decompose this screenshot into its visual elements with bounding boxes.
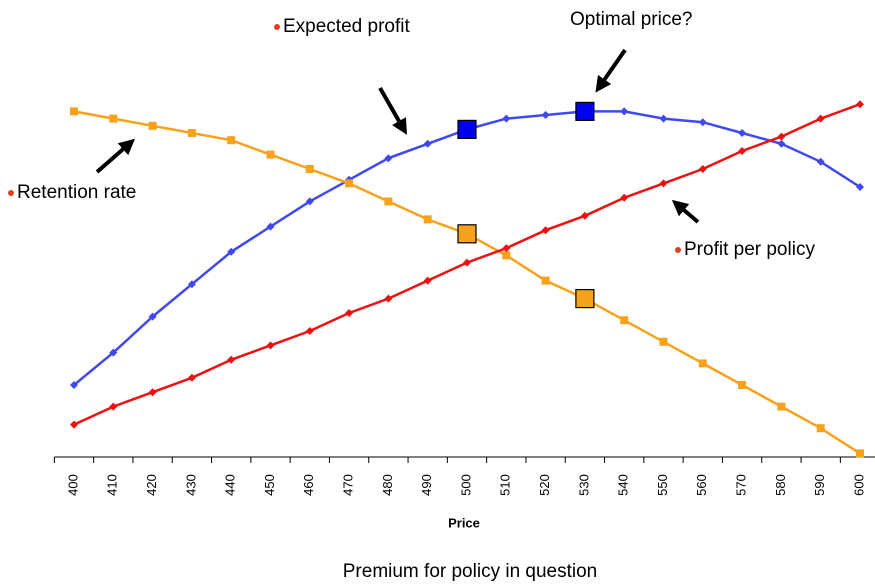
- marker: [227, 136, 236, 145]
- marker: [620, 193, 629, 202]
- marker: [423, 215, 432, 224]
- marker: [777, 132, 786, 141]
- x-tick-label: 510: [498, 474, 513, 496]
- x-tick-label: 600: [851, 474, 866, 496]
- x-tick-label: 450: [262, 474, 277, 496]
- marker: [463, 258, 471, 267]
- marker: [266, 341, 275, 350]
- marker: [187, 129, 196, 137]
- legend-dot: [274, 24, 280, 30]
- highlight-marker: [575, 289, 595, 309]
- highlight-marker: [457, 224, 477, 244]
- highlight-marker: [575, 101, 595, 122]
- marker: [541, 276, 550, 285]
- marker: [266, 150, 275, 159]
- marker: [305, 165, 314, 173]
- marker: [305, 197, 314, 206]
- marker: [384, 294, 393, 303]
- marker: [345, 179, 354, 188]
- marker: [305, 327, 314, 335]
- x-tick-label: 410: [105, 474, 120, 496]
- marker: [502, 251, 511, 260]
- x-tick-label: 430: [183, 474, 198, 496]
- x-tick-label: 480: [380, 474, 395, 496]
- highlight-marker: [457, 119, 477, 140]
- marker: [738, 381, 747, 389]
- x-axis-label: Price: [448, 515, 480, 530]
- marker: [266, 222, 275, 231]
- x-tick-label: 400: [65, 474, 80, 496]
- x-tick-label: 540: [616, 474, 631, 496]
- x-tick-label: 530: [576, 474, 591, 496]
- arrows: [95, 48, 700, 224]
- marker: [816, 157, 825, 166]
- arrow: [671, 199, 700, 224]
- marker: [227, 355, 236, 364]
- marker: [227, 247, 236, 256]
- x-tick-label: 470: [341, 474, 356, 496]
- annotation: Optimal price?: [570, 9, 693, 30]
- marker: [502, 114, 511, 123]
- marker: [816, 424, 825, 433]
- x-tick-label: 490: [419, 474, 434, 496]
- x-tick-label: 560: [694, 474, 709, 496]
- marker: [187, 373, 196, 382]
- marker: [423, 276, 432, 285]
- marker: [148, 121, 157, 130]
- x-tick-label: 460: [301, 474, 316, 496]
- marker: [384, 197, 393, 206]
- marker: [659, 179, 668, 188]
- marker: [580, 211, 589, 220]
- marker: [659, 114, 668, 123]
- marker: [70, 420, 78, 429]
- marker: [738, 147, 747, 155]
- marker: [620, 107, 629, 116]
- x-tick-label: 440: [223, 474, 238, 496]
- marker: [659, 337, 668, 346]
- series-label: Expected profit: [283, 16, 410, 37]
- legend-dot: [8, 190, 14, 196]
- marker: [187, 280, 196, 289]
- marker: [502, 244, 511, 253]
- arrow: [595, 48, 627, 93]
- marker: [738, 129, 747, 137]
- marker: [148, 312, 157, 321]
- marker: [856, 449, 864, 458]
- marker: [345, 309, 354, 317]
- x-tick-label: 500: [458, 474, 473, 496]
- x-tick-label: 580: [773, 474, 788, 496]
- x-tick-label: 570: [734, 474, 749, 496]
- marker: [856, 100, 864, 109]
- series-label: Profit per policy: [684, 239, 815, 260]
- x-tick-label: 420: [144, 474, 159, 496]
- marker: [541, 111, 550, 119]
- marker: [816, 114, 825, 123]
- x-tick-label: 590: [812, 474, 827, 496]
- marker: [698, 118, 707, 127]
- marker: [698, 165, 707, 173]
- marker: [109, 348, 118, 357]
- marker: [620, 316, 629, 325]
- series-label: Retention rate: [17, 182, 136, 203]
- marker: [541, 226, 550, 235]
- marker: [70, 381, 78, 389]
- legend-dot: [675, 247, 681, 253]
- marker: [109, 114, 118, 123]
- marker: [384, 154, 393, 163]
- marker: [777, 402, 786, 411]
- caption: Premium for policy in question: [343, 561, 598, 582]
- marker: [856, 183, 864, 191]
- marker: [148, 388, 157, 397]
- marker: [698, 359, 707, 368]
- arrow: [378, 87, 407, 135]
- x-tick-label: 520: [537, 474, 552, 496]
- arrow: [95, 138, 136, 174]
- marker: [109, 402, 118, 411]
- marker: [423, 139, 432, 148]
- x-tick-label: 550: [655, 474, 670, 496]
- marker: [777, 139, 786, 148]
- marker: [70, 107, 78, 116]
